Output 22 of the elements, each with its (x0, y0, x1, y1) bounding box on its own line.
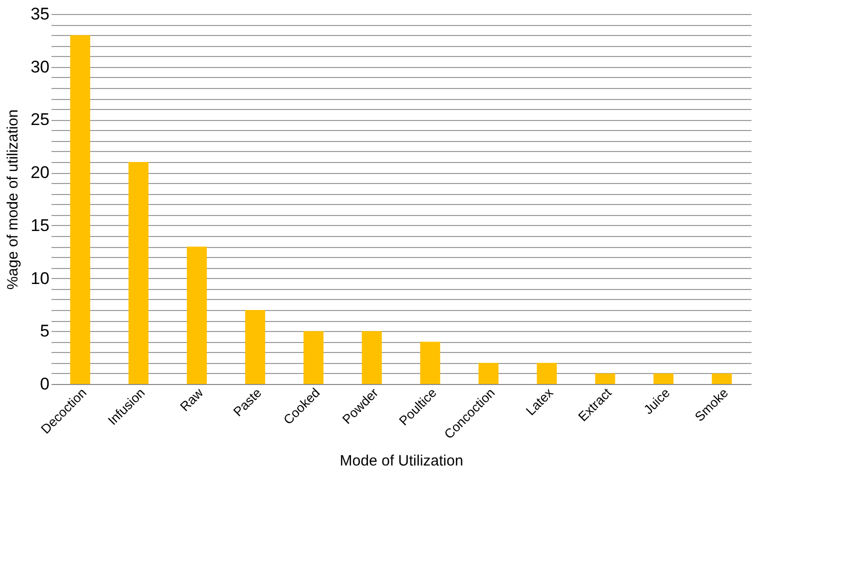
bar (654, 373, 674, 384)
y-tick-label: 10 (30, 268, 50, 288)
bar (128, 162, 148, 384)
bar (245, 310, 266, 384)
bar (420, 342, 440, 384)
y-axis-title: %age of mode of utilization (4, 109, 22, 290)
y-tick-label: 30 (30, 57, 50, 76)
bar (712, 373, 732, 384)
y-tick-label: 25 (30, 110, 50, 130)
bar (536, 362, 557, 384)
bar (186, 246, 207, 384)
y-tick-label: 35 (30, 4, 50, 24)
bar (304, 331, 324, 384)
y-tick-label: 15 (30, 216, 50, 235)
bar (595, 373, 616, 384)
bar (362, 331, 382, 384)
y-tick-label: 20 (30, 163, 50, 182)
x-axis-title: Mode of Utilization (340, 452, 464, 470)
bar (70, 35, 90, 384)
y-tick-label: 5 (40, 322, 50, 341)
y-tick-label: 0 (40, 374, 50, 394)
bar (478, 362, 498, 384)
